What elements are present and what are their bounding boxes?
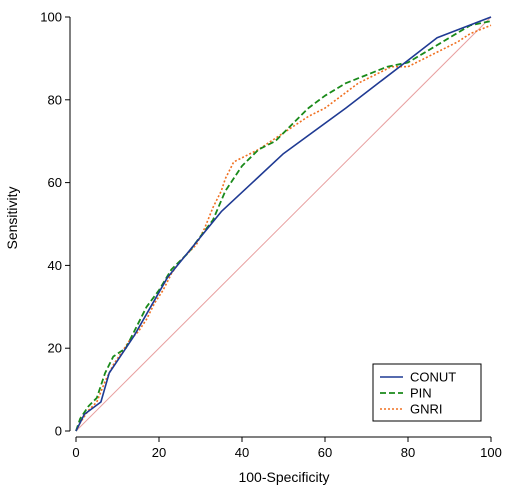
x-tick-label: 60 (318, 445, 332, 460)
x-tick-label: 80 (401, 445, 415, 460)
y-tick-label: 40 (48, 258, 62, 273)
x-tick-label: 100 (480, 445, 502, 460)
y-tick-label: 80 (48, 92, 62, 107)
series-line-gnri (75, 24, 492, 432)
x-tick-label: 0 (72, 445, 79, 460)
reference-diagonal-line (75, 16, 492, 432)
y-tick-label: 20 (48, 341, 62, 356)
legend-label-conut: CONUT (410, 370, 456, 385)
x-axis-title: 100-Specificity (238, 469, 329, 485)
x-axis-ticks: 0 20 40 60 80 100 (72, 437, 502, 460)
legend-label-pin: PIN (410, 386, 432, 401)
x-tick-label: 40 (235, 445, 249, 460)
y-tick-label: 60 (48, 175, 62, 190)
y-axis-title: Sensitivity (4, 186, 20, 249)
y-tick-label: 0 (55, 424, 62, 439)
y-axis-ticks: 0 20 40 60 80 100 (40, 10, 70, 439)
legend-label-gnri: GNRI (410, 402, 443, 417)
y-tick-label: 100 (40, 10, 62, 25)
x-tick-label: 20 (152, 445, 166, 460)
series-line-conut (75, 16, 492, 432)
series-lines (75, 16, 492, 432)
